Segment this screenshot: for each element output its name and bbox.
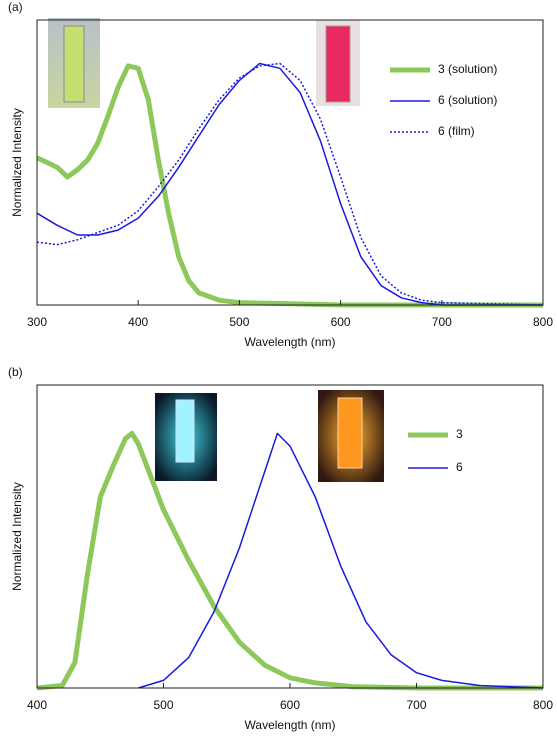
x-tick-label: 400 (128, 315, 148, 329)
y-axis-title: Normalized Intensity (10, 108, 24, 217)
x-tick-label: 600 (280, 698, 300, 712)
legend-label: 3 (solution) (438, 62, 497, 76)
x-tick-label: 700 (406, 698, 426, 712)
panel-label: (b) (8, 365, 23, 379)
plot-frame (37, 385, 543, 688)
panel-label: (a) (8, 0, 23, 14)
photo (48, 18, 384, 482)
figure: (a) 3 (solution) 6 (solution) 6 (film) 300 40… (0, 0, 557, 733)
x-tick-label: 300 (27, 315, 47, 329)
x-axis-title: Wavelength (nm) (245, 335, 336, 349)
legend-label: 6 (solution) (438, 93, 497, 107)
legend-label: 6 (film) (438, 124, 475, 138)
x-tick-label: 800 (533, 315, 553, 329)
legend-label: 6 (456, 460, 463, 474)
x-tick-label: 600 (331, 315, 351, 329)
x-tick-label: 700 (432, 315, 452, 329)
legend-label: 3 (456, 427, 463, 441)
x-tick-label: 800 (533, 698, 553, 712)
x-tick-label: 400 (27, 698, 47, 712)
y-axis-title: Normalized Intensity (10, 482, 24, 591)
x-axis-title: Wavelength (nm) (245, 718, 336, 732)
data-line (37, 433, 543, 688)
x-tick-label: 500 (229, 315, 249, 329)
x-tick-label: 500 (153, 698, 173, 712)
